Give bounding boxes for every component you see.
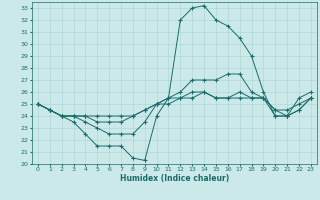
X-axis label: Humidex (Indice chaleur): Humidex (Indice chaleur) [120,174,229,183]
